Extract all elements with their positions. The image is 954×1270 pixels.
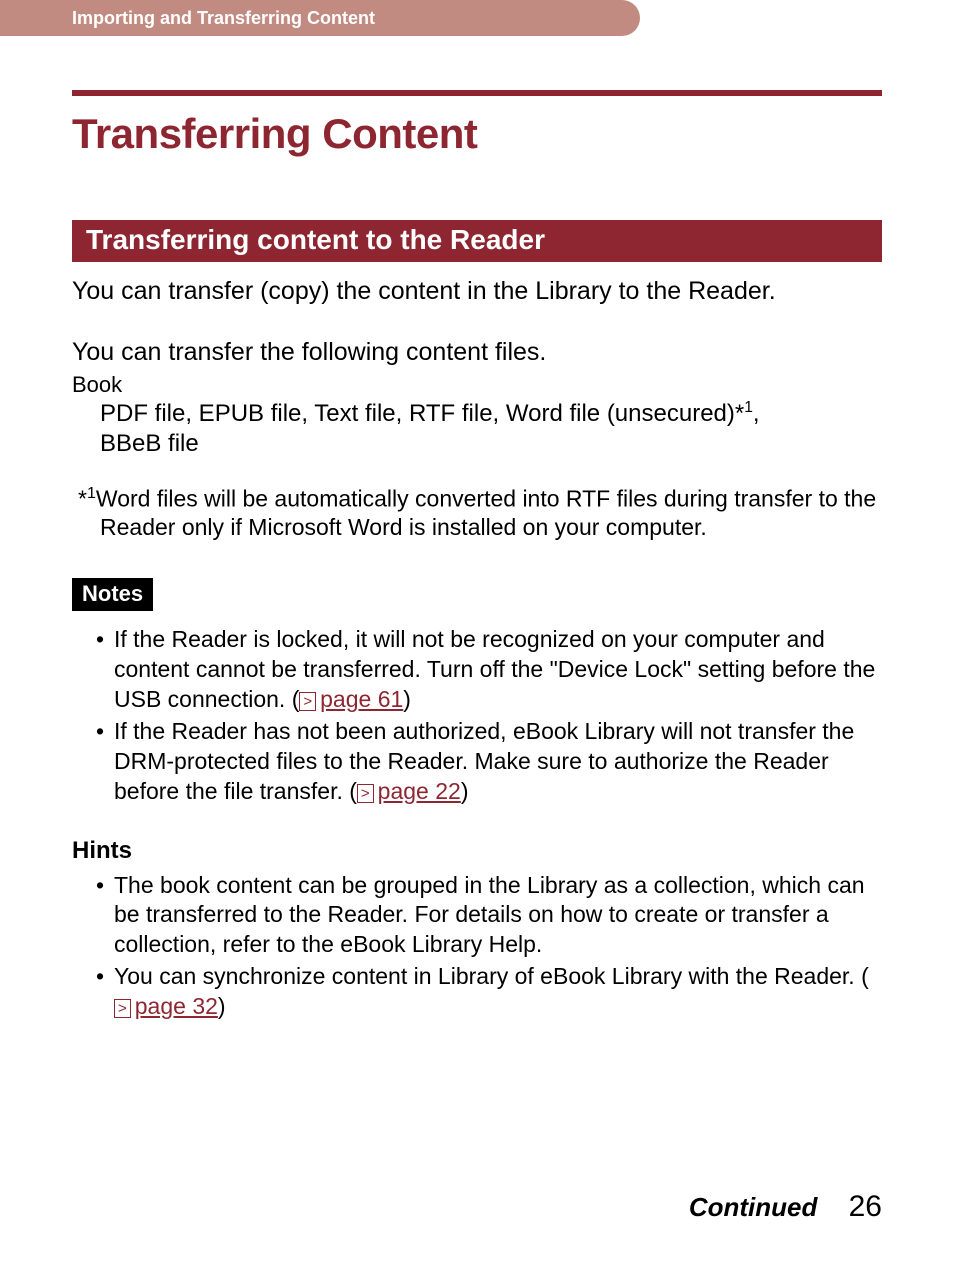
hint-item: The book content can be grouped in the L…	[96, 871, 882, 961]
book-label: Book	[72, 371, 882, 399]
hint-item: You can synchronize content in Library o…	[96, 962, 882, 1022]
page-title: Transferring Content	[72, 110, 882, 158]
note-item: If the Reader has not been authorized, e…	[96, 717, 882, 807]
intro-paragraph: You can transfer (copy) the content in t…	[72, 276, 882, 307]
book-files-line: PDF file, EPUB file, Text file, RTF file…	[72, 398, 882, 459]
files-intro: You can transfer the following content f…	[72, 338, 546, 366]
continued-label: Continued	[689, 1192, 818, 1222]
page-footer: Continued 26	[689, 1190, 882, 1224]
notes-list: If the Reader is locked, it will not be …	[72, 625, 882, 806]
title-rule	[72, 90, 882, 96]
header-breadcrumb-bar: Importing and Transferring Content	[0, 0, 640, 36]
hints-list: The book content can be grouped in the L…	[72, 871, 882, 1022]
page-ref-link[interactable]: >page 61	[299, 686, 403, 712]
breadcrumb-text: Importing and Transferring Content	[72, 8, 375, 29]
page-ref-link[interactable]: >page 32	[114, 993, 218, 1019]
hints-heading: Hints	[72, 837, 882, 865]
page-ref-link[interactable]: >page 22	[357, 778, 461, 804]
file-types-block: You can transfer the following content f…	[72, 337, 882, 459]
page-number: 26	[849, 1190, 882, 1223]
page-ref-icon: >	[357, 784, 374, 803]
section-heading: Transferring content to the Reader	[72, 220, 882, 262]
page-ref-icon: >	[299, 692, 316, 711]
notes-badge: Notes	[72, 578, 153, 611]
page-content: Transferring Content Transferring conten…	[72, 90, 882, 1024]
page-ref-icon: >	[114, 999, 131, 1018]
note-item: If the Reader is locked, it will not be …	[96, 625, 882, 715]
footnote: *1Word files will be automatically conve…	[72, 483, 882, 542]
